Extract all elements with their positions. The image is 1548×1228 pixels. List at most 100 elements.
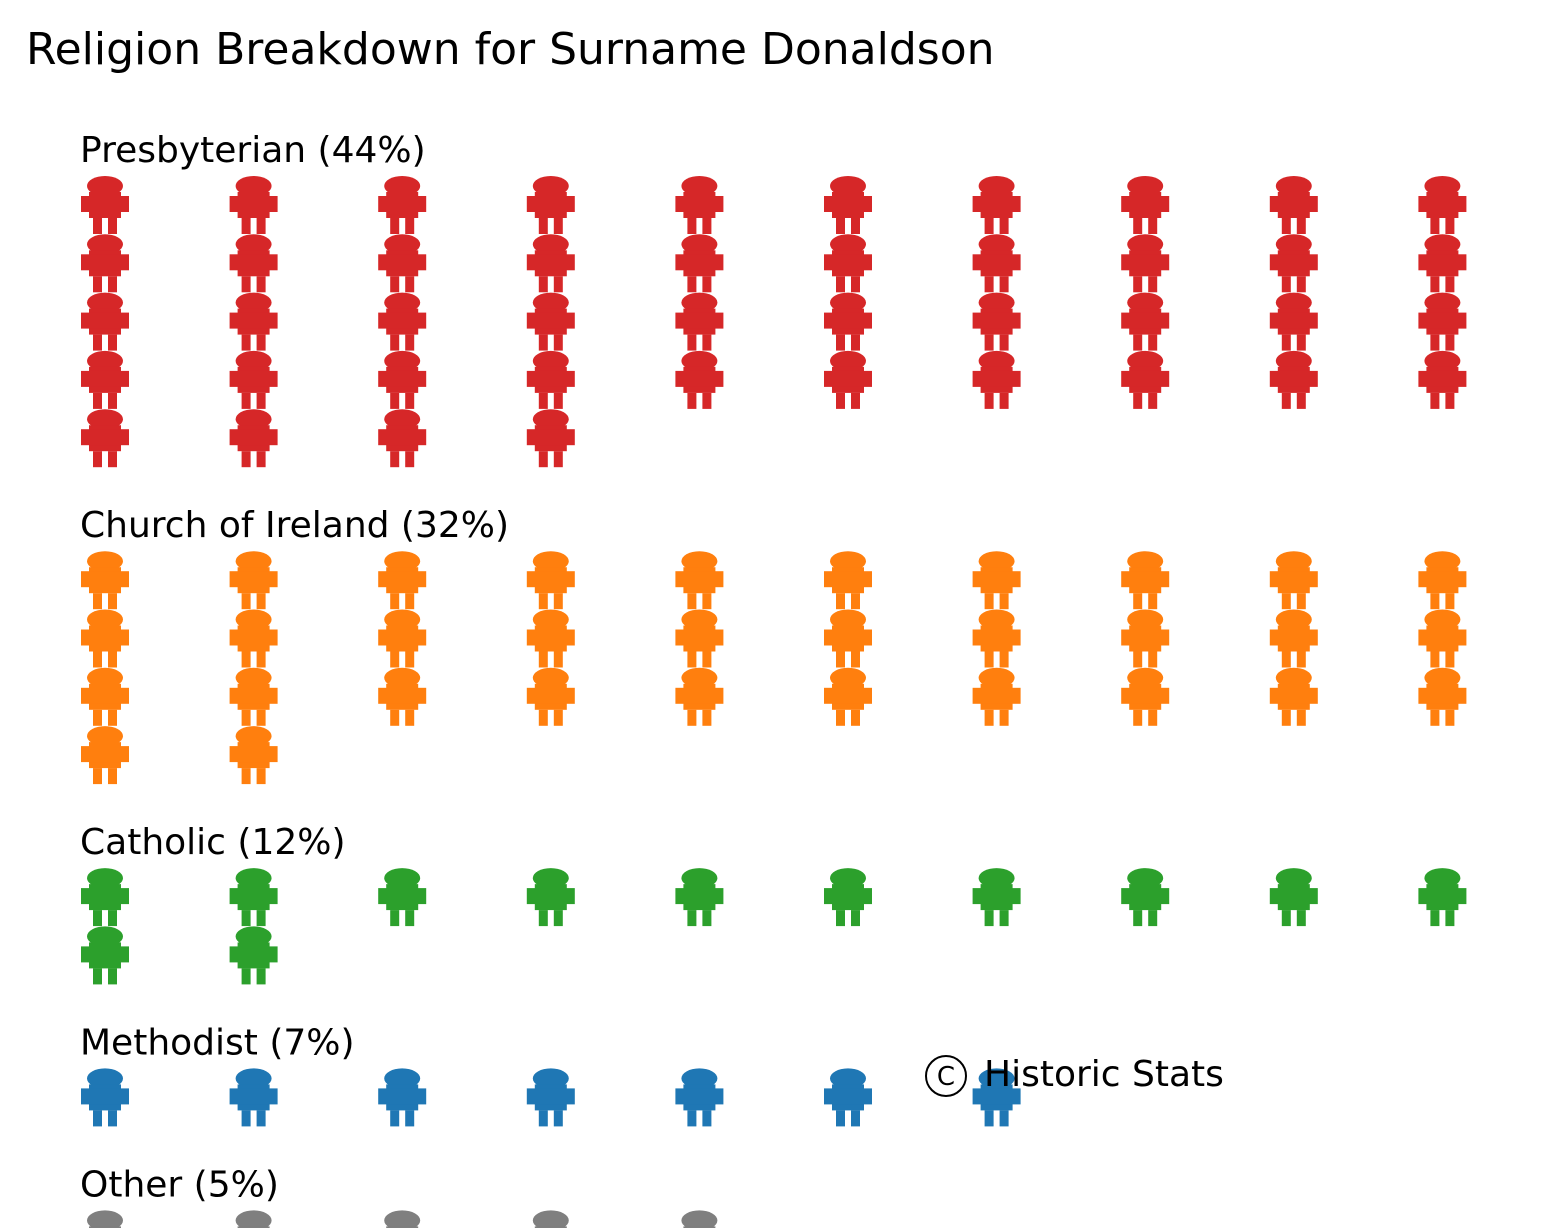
person-icon bbox=[1418, 667, 1467, 726]
person-icon bbox=[1269, 176, 1318, 234]
group-label: Other (5%) bbox=[80, 1164, 279, 1205]
person-icon bbox=[675, 176, 724, 234]
person-icon bbox=[378, 609, 427, 668]
person-icon bbox=[1269, 551, 1318, 610]
person-icon bbox=[378, 1068, 427, 1127]
person-icon bbox=[1121, 667, 1170, 726]
person-icon bbox=[81, 234, 129, 293]
group-methodist: Methodist (7%) bbox=[80, 1022, 1021, 1127]
person-icon bbox=[81, 409, 129, 468]
person-icon bbox=[229, 234, 278, 293]
person-icon bbox=[378, 409, 427, 468]
credit-text: Historic Stats bbox=[984, 1054, 1224, 1095]
person-icon bbox=[229, 667, 278, 726]
person-icon bbox=[1418, 292, 1467, 351]
group-presbyterian: Presbyterian (44%) bbox=[80, 130, 1467, 468]
group-label: Presbyterian (44%) bbox=[80, 130, 426, 171]
person-icon bbox=[972, 667, 1021, 726]
person-icon bbox=[81, 292, 129, 351]
person-icon bbox=[1121, 868, 1170, 927]
person-icon bbox=[1269, 350, 1318, 409]
group-other: Other (5%) bbox=[80, 1164, 724, 1228]
person-icon bbox=[81, 609, 129, 668]
person-icon bbox=[526, 609, 575, 668]
person-icon bbox=[1269, 609, 1318, 668]
person-icon bbox=[229, 868, 278, 927]
person-icon bbox=[1418, 176, 1467, 234]
group-label: Catholic (12%) bbox=[80, 822, 346, 863]
group-church-of-ireland: Church of Ireland (32%) bbox=[80, 505, 1467, 785]
person-icon bbox=[229, 609, 278, 668]
person-icon bbox=[1269, 667, 1318, 726]
person-icon bbox=[526, 176, 575, 234]
person-icon bbox=[824, 609, 872, 668]
person-icon bbox=[675, 292, 724, 351]
person-icon bbox=[81, 926, 129, 985]
person-icon bbox=[824, 868, 872, 927]
person-icon bbox=[972, 176, 1021, 234]
person-icon bbox=[229, 350, 278, 409]
copyright-symbol: C bbox=[937, 1062, 955, 1092]
person-icon bbox=[81, 176, 129, 234]
person-icon bbox=[972, 234, 1021, 293]
person-icon bbox=[824, 292, 872, 351]
person-icon bbox=[378, 292, 427, 351]
person-icon bbox=[972, 292, 1021, 351]
person-icon bbox=[1121, 350, 1170, 409]
person-icon bbox=[824, 1068, 872, 1127]
person-icon bbox=[824, 551, 872, 610]
person-icon bbox=[1269, 868, 1318, 927]
person-icon bbox=[972, 609, 1021, 668]
person-icon bbox=[378, 234, 427, 293]
group-catholic: Catholic (12%) bbox=[80, 822, 1467, 985]
person-icon bbox=[675, 1068, 724, 1127]
person-icon bbox=[824, 234, 872, 293]
person-icon bbox=[1121, 292, 1170, 351]
person-icon bbox=[81, 726, 129, 785]
person-icon bbox=[526, 1210, 575, 1228]
person-icon bbox=[229, 1210, 278, 1228]
person-icon bbox=[378, 350, 427, 409]
person-icon bbox=[229, 292, 278, 351]
person-icon bbox=[1121, 609, 1170, 668]
person-icon bbox=[972, 868, 1021, 927]
person-icon bbox=[675, 667, 724, 726]
person-icon bbox=[1418, 868, 1467, 927]
person-icon bbox=[378, 667, 427, 726]
group-label: Methodist (7%) bbox=[80, 1022, 355, 1063]
person-icon bbox=[526, 409, 575, 468]
person-icon bbox=[824, 667, 872, 726]
person-icon bbox=[1121, 551, 1170, 610]
person-icon bbox=[972, 551, 1021, 610]
person-icon bbox=[229, 726, 278, 785]
person-icon bbox=[1418, 350, 1467, 409]
waffle-groups: Presbyterian (44%) Church of Ireland (32%… bbox=[80, 130, 1467, 1228]
person-icon bbox=[81, 551, 129, 610]
person-icon bbox=[378, 551, 427, 610]
person-icon bbox=[378, 868, 427, 927]
person-icon bbox=[229, 176, 278, 234]
person-icon bbox=[378, 176, 427, 234]
person-icon bbox=[675, 609, 724, 668]
person-icon bbox=[81, 1210, 129, 1228]
person-icon bbox=[81, 868, 129, 927]
person-icon bbox=[1121, 234, 1170, 293]
person-icon bbox=[526, 667, 575, 726]
person-icon bbox=[972, 350, 1021, 409]
person-icon bbox=[81, 667, 129, 726]
person-icon bbox=[526, 551, 575, 610]
person-icon bbox=[526, 868, 575, 927]
person-icon bbox=[675, 350, 724, 409]
group-label: Church of Ireland (32%) bbox=[80, 505, 509, 546]
person-icon bbox=[1269, 234, 1318, 293]
person-icon bbox=[81, 350, 129, 409]
credit: C Historic Stats bbox=[925, 1054, 1224, 1097]
person-icon bbox=[229, 926, 278, 985]
person-icon bbox=[526, 350, 575, 409]
copyright-circle bbox=[925, 1055, 967, 1097]
person-icon bbox=[675, 868, 724, 927]
person-icon bbox=[824, 176, 872, 234]
person-icon bbox=[675, 1210, 724, 1228]
person-icon bbox=[675, 234, 724, 293]
